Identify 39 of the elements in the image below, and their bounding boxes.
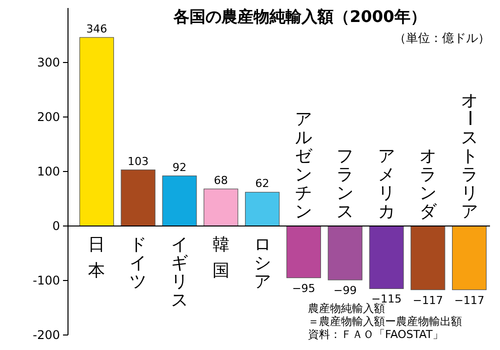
bar: [452, 226, 487, 290]
x-tick-label: 韓国: [212, 235, 230, 281]
data-label: −95: [292, 282, 316, 295]
y-tick-label: 200: [37, 110, 60, 124]
y-tick-label: -100: [32, 274, 60, 288]
data-label: 68: [214, 174, 228, 187]
x-tick-label: フランス: [336, 146, 354, 222]
bar: [162, 176, 197, 226]
data-label: 92: [172, 160, 186, 174]
x-tick-label: アルゼンチン: [295, 110, 314, 222]
data-label: 346: [86, 22, 108, 36]
bar: [286, 226, 321, 278]
x-tick-label: イギリス: [171, 235, 188, 310]
bar: [204, 188, 238, 226]
bar: [120, 170, 156, 226]
data-label: −117: [412, 294, 444, 307]
y-tick-label: 300: [37, 56, 60, 70]
bar: [410, 226, 446, 290]
x-tick-label: 日本: [88, 235, 106, 281]
text: （単位：億ドル）: [394, 31, 490, 45]
x-tick-label: アメリカ: [378, 146, 395, 222]
y-tick-label: 100: [37, 164, 60, 178]
y-tick-label: -200: [32, 328, 60, 342]
y-tick-label: 0: [52, 219, 60, 233]
x-tick-label: オランダ: [419, 146, 438, 222]
x-tick-label: ロシア: [254, 235, 271, 292]
annotation: ＝農産物輸入額ー農産物輸出額: [308, 315, 462, 328]
annotation: 資料：ＦＡＯ「FAOSTAT」: [308, 328, 444, 341]
x-tick-label: ドイツ: [130, 235, 147, 292]
bar: [328, 226, 362, 280]
data-label: 62: [255, 177, 270, 190]
data-label: 103: [128, 154, 149, 168]
bar: [79, 37, 114, 226]
x-tick-label: オーストラリア: [458, 91, 479, 222]
bar: [245, 192, 280, 226]
bar: [369, 226, 404, 289]
chart-title: 各国の農産物純輸入額（2000年）: [172, 7, 426, 26]
data-label: −99: [333, 284, 357, 297]
data-label: −117: [454, 294, 484, 307]
